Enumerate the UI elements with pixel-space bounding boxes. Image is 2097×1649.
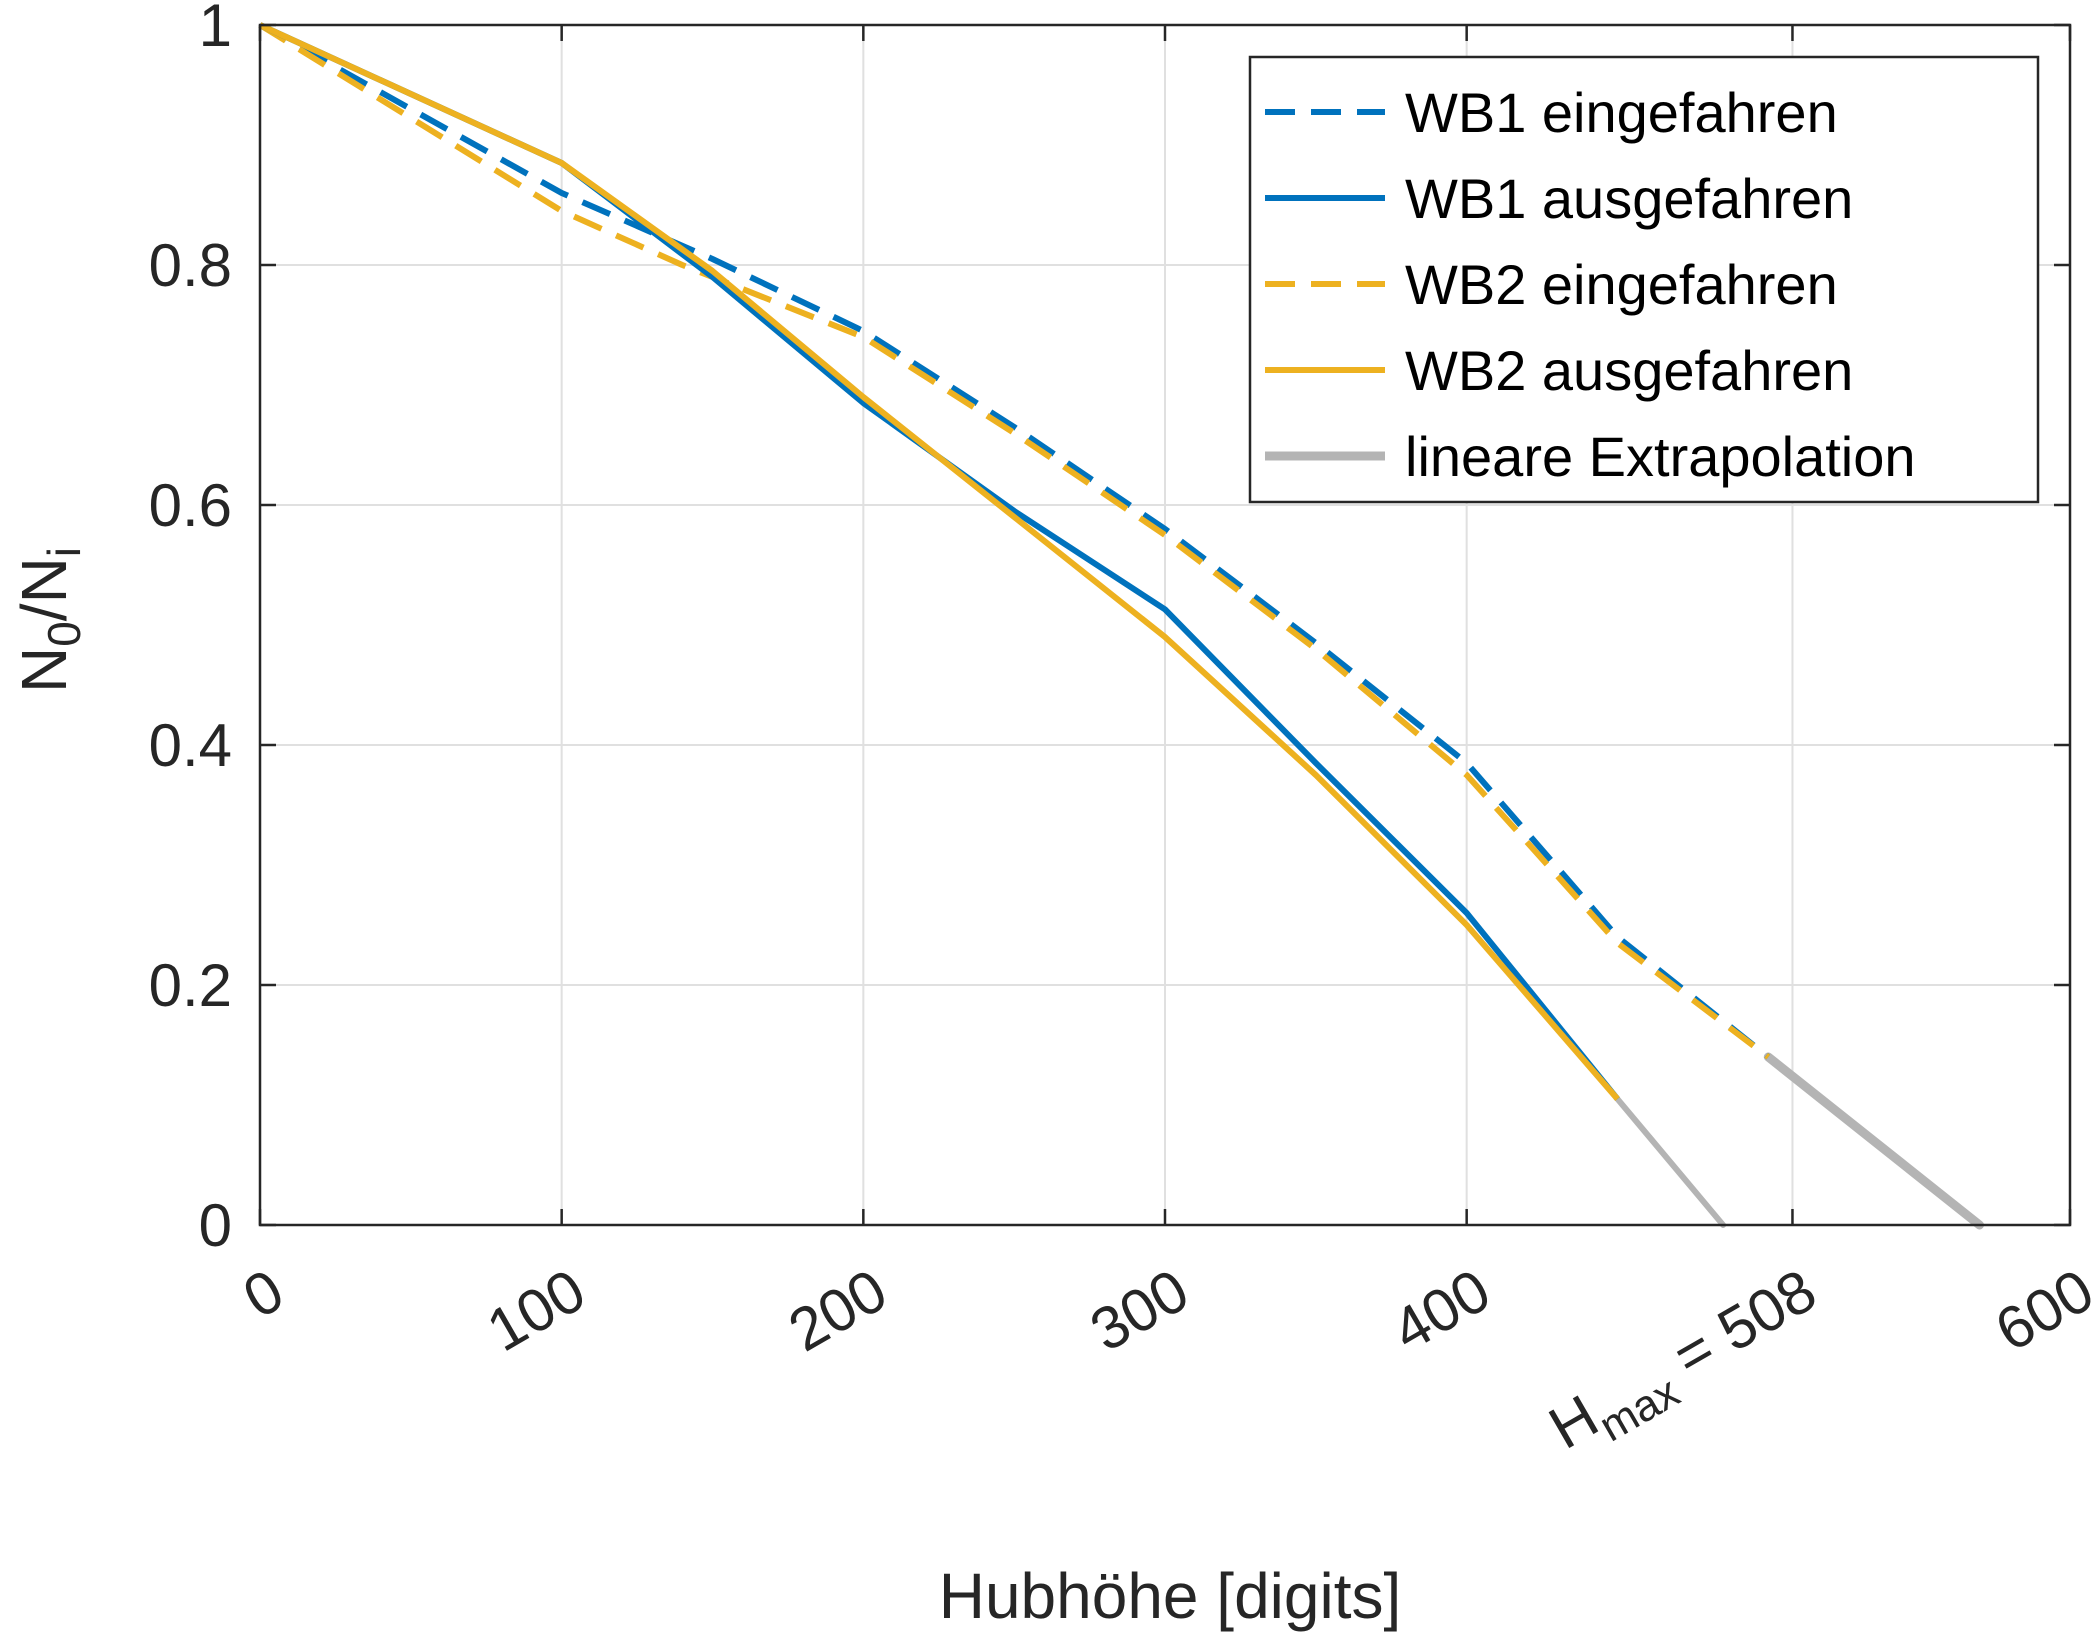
y-axis-title-main: N — [8, 647, 80, 693]
y-tick-label-0: 0 — [199, 1192, 232, 1259]
series-extrapolation-segment-0 — [1614, 1096, 1727, 1228]
y-axis-title-sub-0: 0 — [38, 621, 90, 647]
series-line-0 — [258, 22, 1771, 1060]
legend-box — [1248, 55, 2040, 504]
legend: WB1 eingefahren WB1 ausgefahren WB2 eingef… — [1248, 55, 2040, 504]
series-line-3 — [258, 22, 1620, 1101]
y-tick-label-5: 1 — [199, 0, 232, 59]
legend-label-3: WB2 ausgefahren — [1405, 339, 1853, 402]
y-tick-label-4: 0.8 — [149, 232, 232, 299]
legend-label-4: lineare Extrapolation — [1405, 425, 1916, 488]
legend-label-0: WB1 eingefahren — [1405, 81, 1838, 144]
data-series — [258, 22, 1984, 1230]
y-tick-label-3: 0.6 — [149, 472, 232, 539]
axes-frame — [258, 23, 2072, 1227]
y-tick-label-1: 0.2 — [149, 952, 232, 1019]
legend-label-1: WB1 ausgefahren — [1405, 167, 1853, 230]
series-line-2 — [258, 22, 1771, 1060]
x-axis-title: Hubhöhe [digits] — [939, 1560, 1402, 1632]
y-axis-title-slash: /N — [8, 557, 80, 621]
series-extrapolation-segment-1 — [1763, 1052, 1984, 1230]
y-axis-title: N0/Ni — [8, 547, 90, 693]
svg-text:N0/Ni: N0/Ni — [8, 547, 90, 693]
y-tick-label-2: 0.4 — [149, 712, 232, 779]
y-axis-title-sub-i: i — [38, 547, 90, 557]
legend-label-2: WB2 eingefahren — [1405, 253, 1838, 316]
